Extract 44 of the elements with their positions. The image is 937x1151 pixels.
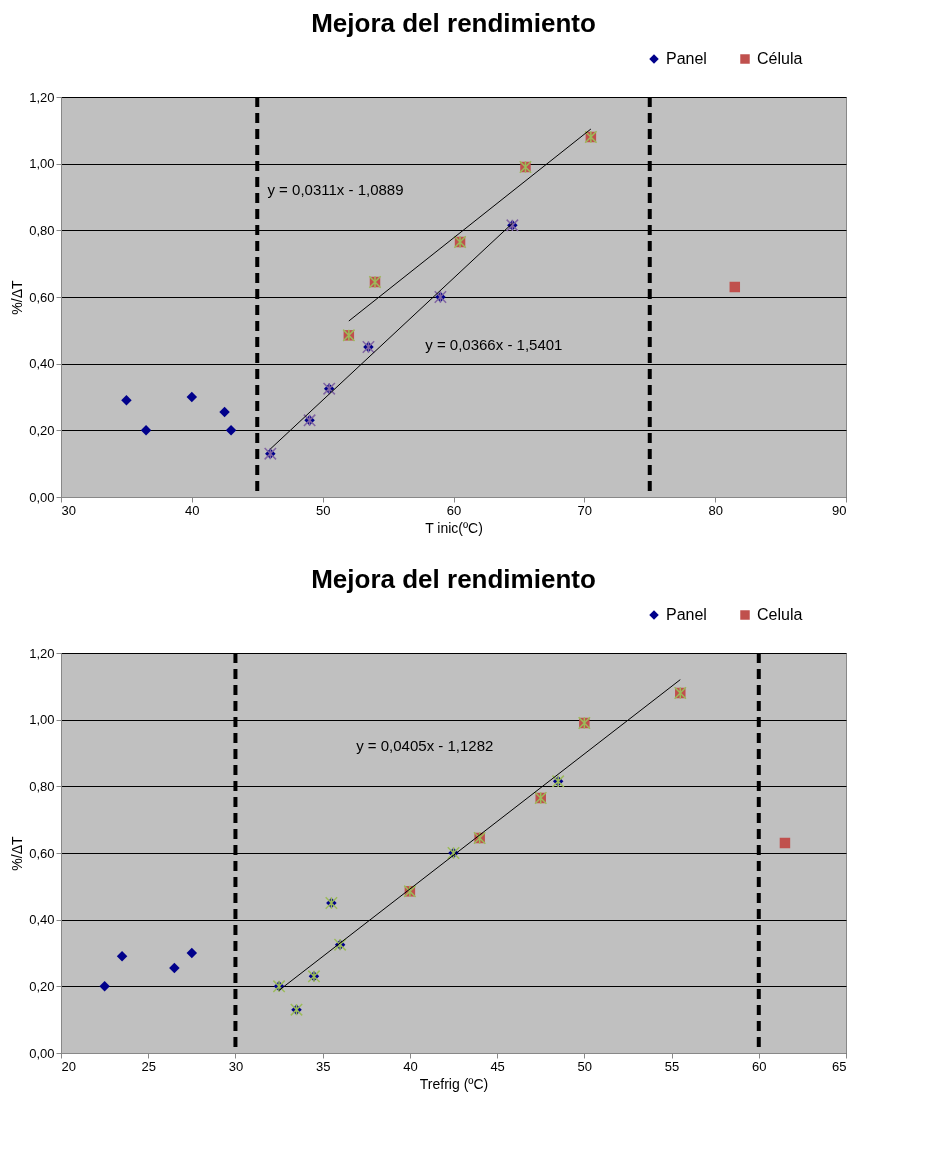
x-tick-label: 50 <box>577 1058 593 1074</box>
y-tick-label: 0,00 <box>29 1045 55 1061</box>
x-tick-label: 60 <box>752 1058 767 1074</box>
y-tick-label: 0,40 <box>29 356 55 372</box>
y-tick-label: 0,80 <box>29 778 55 794</box>
y-tick-label: 1,00 <box>29 712 55 728</box>
x-tick-label: 80 <box>708 502 723 518</box>
annotation: y = 0,0366x - 1,5401 <box>425 336 563 354</box>
y-tick-label: 0,40 <box>29 912 55 928</box>
chart-title: Mejora del rendimiento <box>311 564 596 594</box>
x-tick-label: 70 <box>577 502 593 518</box>
x-tick-label: 50 <box>315 502 331 518</box>
legend-label: Célula <box>757 50 803 67</box>
x-tick-label: 90 <box>832 502 847 518</box>
x-tick-label: 35 <box>315 1058 331 1074</box>
y-tick-label: 0,20 <box>29 422 55 438</box>
chart-title: Mejora del rendimiento <box>311 8 596 38</box>
x-tick-label: 65 <box>832 1058 847 1074</box>
y-tick-label: 1,20 <box>29 89 55 105</box>
y-tick-label: 1,20 <box>29 645 55 661</box>
x-tick-label: 55 <box>664 1058 680 1074</box>
y-tick-label: 0,80 <box>29 222 55 238</box>
y-axis-title: %/ΔT <box>9 279 26 315</box>
y-tick-label: 0,00 <box>29 489 55 505</box>
annotation: y = 0,0311x - 1,0889 <box>267 181 404 199</box>
y-tick-label: 0,60 <box>29 845 55 861</box>
x-tick-label: 30 <box>61 502 76 518</box>
x-tick-label: 40 <box>185 502 200 518</box>
x-tick-label: 40 <box>403 1058 418 1074</box>
y-axis-title: %/ΔT <box>9 835 26 871</box>
x-tick-label: 45 <box>490 1058 505 1074</box>
x-tick-label: 30 <box>228 1058 244 1074</box>
annotation: y = 0,0405x - 1,1282 <box>356 737 494 755</box>
x-axis-title: T inic(ºC) <box>425 519 483 536</box>
legend-label: Panel <box>666 50 707 67</box>
y-tick-label: 1,00 <box>29 156 55 172</box>
legend-label: Panel <box>666 606 707 623</box>
y-tick-label: 0,60 <box>29 289 55 305</box>
y-tick-label: 0,20 <box>29 978 55 994</box>
x-tick-label: 20 <box>61 1058 76 1074</box>
legend-label: Celula <box>757 606 803 623</box>
x-axis-title: Trefrig (ºC) <box>419 1075 489 1092</box>
x-tick-label: 25 <box>141 1058 156 1074</box>
x-tick-label: 60 <box>446 502 462 518</box>
